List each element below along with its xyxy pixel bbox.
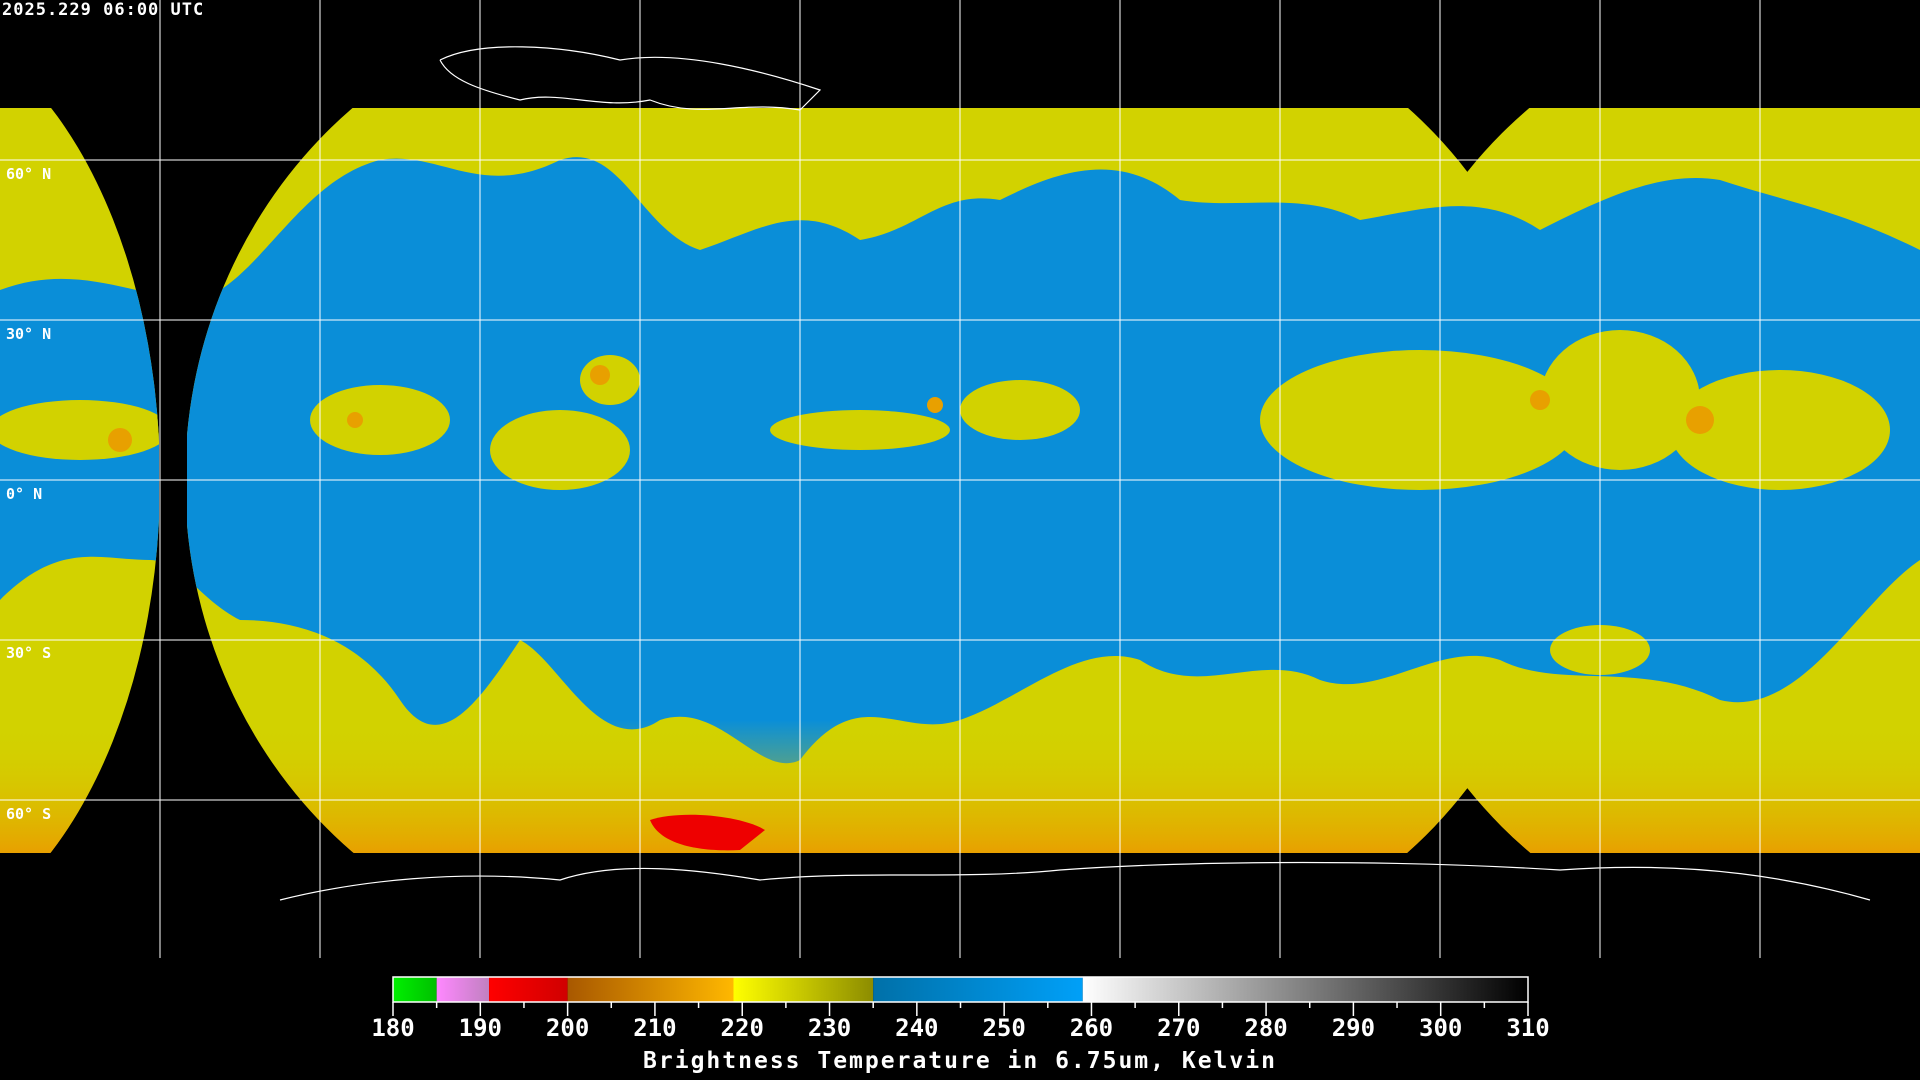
- colorbar-tick-label: 270: [1157, 1014, 1200, 1042]
- colorbar: 180 190 200 210 220 230 240 250 260 270 280 290 300 3…: [371, 976, 1550, 1042]
- colorbar-tick-label: 300: [1419, 1014, 1462, 1042]
- colorbar-segment: [1082, 977, 1528, 1002]
- colorbar-tick-label: 260: [1070, 1014, 1113, 1042]
- colorbar-segment: [489, 977, 568, 1002]
- colorbar-tick-label: 180: [371, 1014, 414, 1042]
- colorbar-tick-label: 280: [1244, 1014, 1287, 1042]
- colorbar-tick-label: 310: [1506, 1014, 1549, 1042]
- colorbar-tick-label: 250: [982, 1014, 1025, 1042]
- satellite-map: [0, 0, 1920, 958]
- lat-label-30s: 30° S: [6, 644, 52, 662]
- colorbar-tick-label: 190: [459, 1014, 502, 1042]
- lat-lon-grid: [0, 0, 1920, 958]
- timestamp: 2025.229 06:00 UTC: [2, 0, 205, 20]
- colorbar-segment: [567, 977, 734, 1002]
- colorbar-segment: [436, 977, 490, 1002]
- very-cold-area: [650, 814, 765, 851]
- colorbar-tick-label: 230: [808, 1014, 851, 1042]
- lat-label-30n: 30° N: [6, 325, 52, 343]
- colorbar-title: Brightness Temperature in 6.75um, Kelvin: [643, 1048, 1277, 1074]
- colorbar-tick-label: 220: [721, 1014, 764, 1042]
- colorbar-segment: [393, 977, 437, 1002]
- colorbar-segment: [733, 977, 874, 1002]
- colorbar-tick-label: 210: [633, 1014, 676, 1042]
- lat-label-60n: 60° N: [6, 165, 52, 183]
- colorbar-tick-label: 200: [546, 1014, 589, 1042]
- polar-coastlines: [279, 46, 1871, 901]
- colorbar-segment: [873, 977, 1083, 1002]
- lat-label-0n: 0° N: [6, 485, 43, 503]
- lat-label-60s: 60° S: [6, 805, 52, 823]
- cold-cloud-tops: [108, 365, 1714, 452]
- colorbar-tick-label: 240: [895, 1014, 938, 1042]
- colorbar-tick-label: 290: [1332, 1014, 1375, 1042]
